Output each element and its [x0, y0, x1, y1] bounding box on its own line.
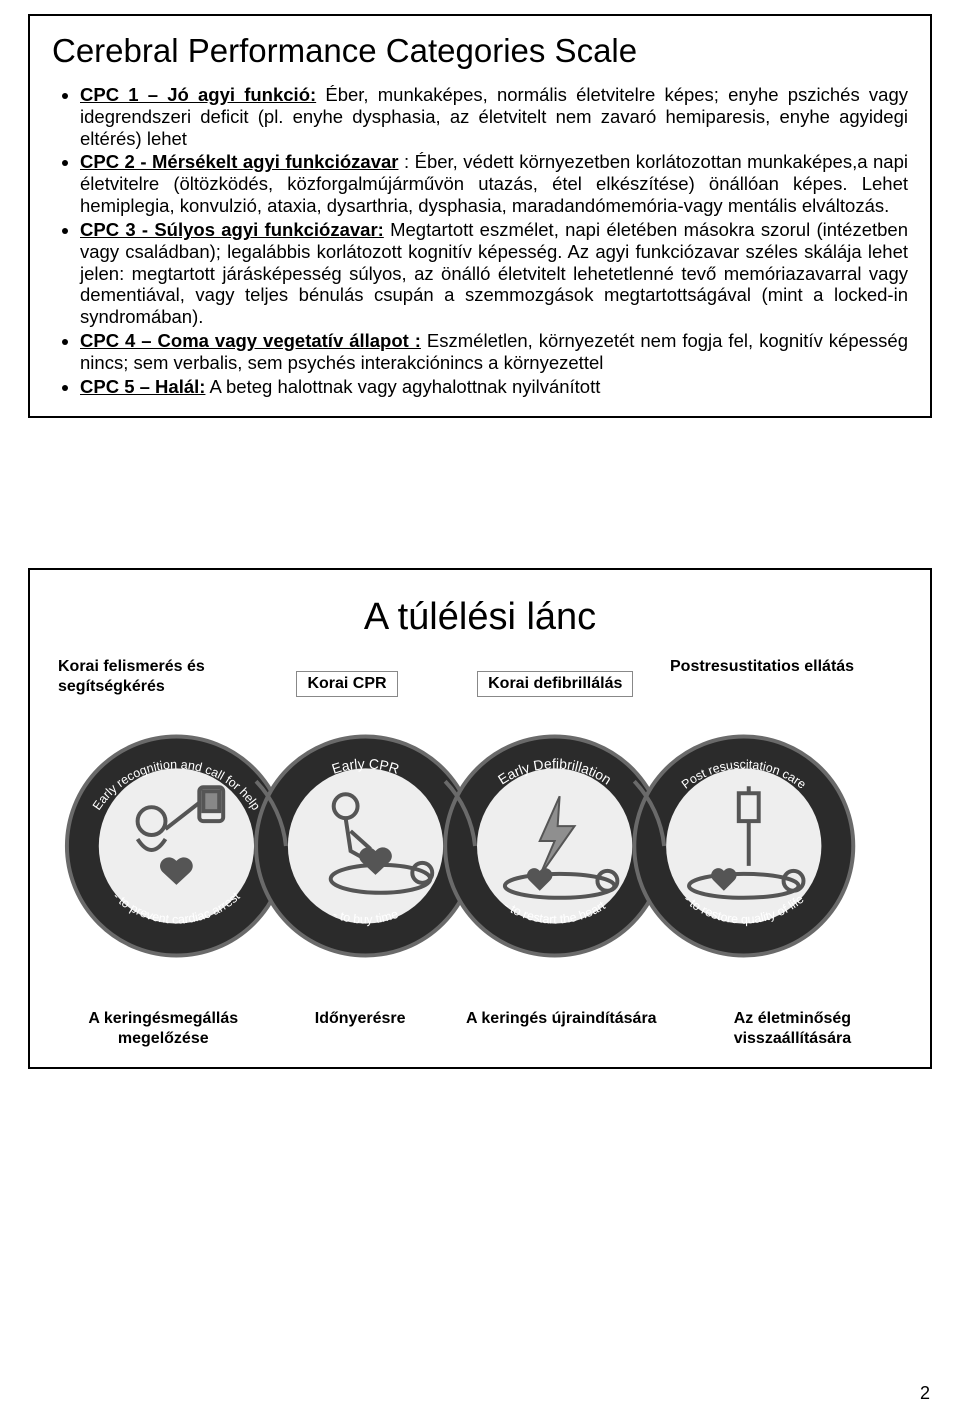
- cpc-definitions-list: CPC 1 – Jó agyi funkció: Éber, munkaképe…: [52, 84, 908, 398]
- list-item: CPC 4 – Coma vagy vegetatív állapot : Es…: [80, 330, 908, 374]
- list-item: CPC 3 - Súlyos agyi funkciózavar: Megtar…: [80, 219, 908, 328]
- chain-of-survival-diagram: Early recognition and call for help - to…: [52, 701, 908, 991]
- bottom-label-3: A keringés újraindítására: [446, 1009, 677, 1049]
- bottom-label-4: Az életminőség visszaállítására: [677, 1009, 908, 1049]
- ring-2: Early CPR - to buy time: [256, 736, 475, 955]
- cpc1-label: CPC 1 – Jó agyi funkció:: [80, 84, 316, 105]
- ring-1: Early recognition and call for help - to…: [67, 736, 286, 955]
- top-label-4: Postresustitatios ellátás: [670, 657, 908, 697]
- cpc5-label: CPC 5 – Halál:: [80, 376, 205, 397]
- cpc4-label: CPC 4 – Coma vagy vegetatív állapot :: [80, 330, 421, 351]
- cpc5-text: A beteg halottnak vagy agyhalottnak nyil…: [205, 376, 600, 397]
- slide-chain-of-survival: A túlélési lánc Korai felismerés és segí…: [28, 568, 932, 1069]
- cpc3-label: CPC 3 - Súlyos agyi funkciózavar:: [80, 219, 384, 240]
- top-label-3: Korai defibrillálás: [477, 671, 633, 697]
- top-label-2-wrap: Korai CPR: [254, 657, 441, 697]
- top-label-1: Korai felismerés és segítségkérés: [52, 657, 254, 697]
- bottom-label-1: A keringésmegállás megelőzése: [52, 1009, 275, 1049]
- page-number: 2: [920, 1383, 930, 1404]
- slide-cpc-scale: Cerebral Performance Categories Scale CP…: [28, 14, 932, 418]
- chain-top-labels: Korai felismerés és segítségkérés Korai …: [52, 657, 908, 697]
- slide1-title: Cerebral Performance Categories Scale: [52, 32, 908, 70]
- slide2-title: A túlélési lánc: [52, 596, 908, 639]
- top-label-3-wrap: Korai defibrillálás: [441, 657, 671, 697]
- list-item: CPC 5 – Halál: A beteg halottnak vagy ag…: [80, 376, 908, 398]
- list-item: CPC 1 – Jó agyi funkció: Éber, munkaképe…: [80, 84, 908, 149]
- chain-bottom-labels: A keringésmegállás megelőzése Időnyerésr…: [52, 1009, 908, 1049]
- ring-4: Post resuscitation care - to restore qua…: [634, 736, 853, 955]
- bottom-label-2: Időnyerésre: [275, 1009, 446, 1049]
- cpc2-label: CPC 2 - Mérsékelt agyi funkciózavar: [80, 151, 398, 172]
- list-item: CPC 2 - Mérsékelt agyi funkciózavar : Éb…: [80, 151, 908, 216]
- ring-3: Early Defibrillation - to restart the he…: [445, 736, 664, 955]
- top-label-2: Korai CPR: [296, 671, 397, 697]
